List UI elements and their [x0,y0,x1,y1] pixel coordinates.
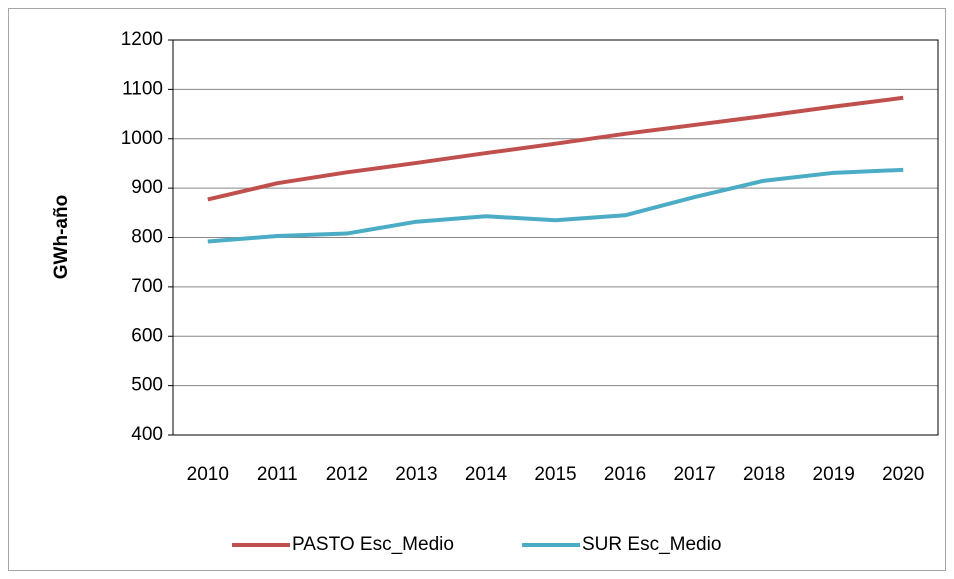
x-tick-label: 2013 [395,464,437,485]
y-tick-label: 600 [131,325,163,346]
x-tick-label: 2017 [673,464,715,485]
chart-frame [8,8,946,571]
line-series [207,167,904,244]
y-tick-label: 400 [131,424,163,445]
y-tick-label: 900 [131,177,163,198]
y-tick-label: 1100 [122,78,163,99]
legend-label: SUR Esc_Medio [582,534,721,555]
plot-area [172,39,939,436]
x-tick-label: 2012 [326,464,368,485]
x-tick-label: 2020 [882,464,924,485]
y-tick-label: 1200 [121,29,163,50]
x-tick-label: 2014 [465,464,508,485]
line-series [207,95,904,202]
x-tick-label: 2016 [604,464,646,485]
x-tick-label: 2011 [257,464,298,485]
y-tick-label: 800 [131,227,163,248]
legend-label: PASTO Esc_Medio [292,534,454,555]
x-tick-label: 2015 [534,464,576,485]
x-tick-label: 2019 [813,464,855,485]
y-tick-label: 500 [131,375,163,396]
y-tick-label: 1000 [121,128,163,149]
y-tick-label: 700 [131,276,163,297]
x-tick-label: 2010 [187,464,229,485]
y-axis-label: GWh-año [51,195,72,279]
x-tick-label: 2018 [743,464,785,485]
